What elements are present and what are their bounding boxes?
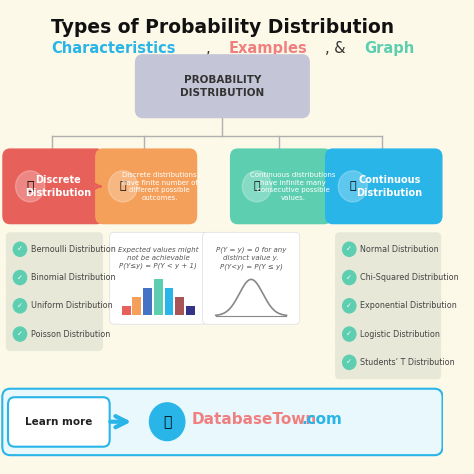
FancyBboxPatch shape (335, 289, 441, 323)
Circle shape (338, 171, 367, 202)
Text: Poisson Distribution: Poisson Distribution (30, 329, 110, 338)
FancyBboxPatch shape (8, 397, 109, 447)
Text: Discrete distributions
have finite number of
different possible
outcomes.: Discrete distributions have finite numbe… (122, 172, 198, 201)
FancyBboxPatch shape (2, 389, 443, 455)
Text: , &: , & (325, 41, 350, 56)
Circle shape (343, 242, 356, 256)
Circle shape (343, 356, 356, 369)
Text: Examples: Examples (229, 41, 308, 56)
Text: Learn more: Learn more (25, 417, 92, 427)
FancyBboxPatch shape (335, 232, 441, 266)
FancyBboxPatch shape (6, 317, 103, 351)
Text: Bernoulli Distribution: Bernoulli Distribution (30, 245, 115, 254)
Circle shape (13, 327, 27, 341)
Text: Normal Distribution: Normal Distribution (360, 245, 438, 254)
Bar (175, 297, 184, 315)
FancyBboxPatch shape (335, 317, 441, 351)
Bar (154, 279, 163, 315)
Circle shape (343, 271, 356, 284)
FancyBboxPatch shape (202, 232, 300, 324)
Text: Continuous
Distribution: Continuous Distribution (356, 175, 422, 198)
FancyBboxPatch shape (95, 148, 197, 224)
Circle shape (109, 171, 137, 202)
Text: Exponential Distribution: Exponential Distribution (360, 301, 456, 310)
Bar (186, 306, 195, 315)
Circle shape (149, 403, 185, 440)
Bar (143, 288, 152, 315)
Text: Binomial Distribution: Binomial Distribution (30, 273, 115, 282)
FancyBboxPatch shape (230, 148, 332, 224)
Circle shape (343, 299, 356, 313)
Text: ✓: ✓ (346, 246, 352, 252)
FancyBboxPatch shape (6, 261, 103, 294)
FancyBboxPatch shape (335, 346, 441, 379)
FancyBboxPatch shape (6, 232, 103, 266)
Text: DatabaseTown: DatabaseTown (191, 412, 317, 427)
Text: P(Y = y) = 0 for any
distinct value y.
P(Y<y) = P(Y ≤ y): P(Y = y) = 0 for any distinct value y. P… (216, 246, 286, 270)
Text: Types of Probability Distribution: Types of Probability Distribution (51, 18, 394, 37)
Text: Chi-Squared Distribution: Chi-Squared Distribution (360, 273, 458, 282)
Text: 🌐: 🌐 (254, 182, 260, 191)
Text: 🗄: 🗄 (163, 415, 171, 428)
Text: PROBABILITY
DISTRIBUTION: PROBABILITY DISTRIBUTION (180, 74, 264, 98)
FancyArrowPatch shape (110, 416, 127, 427)
Circle shape (242, 171, 272, 202)
FancyBboxPatch shape (2, 148, 104, 224)
Text: 💼: 💼 (119, 182, 126, 191)
Text: ✓: ✓ (346, 331, 352, 337)
Text: ⏱: ⏱ (349, 182, 356, 191)
Text: ✓: ✓ (17, 331, 23, 337)
Text: ✓: ✓ (346, 274, 352, 281)
FancyBboxPatch shape (335, 261, 441, 294)
Text: Uniform Distribution: Uniform Distribution (30, 301, 112, 310)
Text: Expected values might
not be achievable
P(Y≤y) = P(Y < y + 1): Expected values might not be achievable … (118, 246, 199, 269)
Text: Characteristics: Characteristics (51, 41, 175, 56)
Text: Discrete
Distribution: Discrete Distribution (25, 175, 91, 198)
Bar (164, 288, 173, 315)
FancyBboxPatch shape (6, 289, 103, 323)
Circle shape (343, 327, 356, 341)
Text: ✓: ✓ (17, 274, 23, 281)
Bar (132, 297, 141, 315)
Text: Students’ T Distribution: Students’ T Distribution (360, 358, 455, 367)
Text: 🎯: 🎯 (27, 180, 34, 193)
FancyBboxPatch shape (135, 54, 310, 118)
Circle shape (16, 171, 45, 202)
Text: ,: , (206, 41, 216, 56)
Text: Continuous distributions
have infinite many
consecutive possible
values.: Continuous distributions have infinite m… (250, 172, 336, 201)
FancyBboxPatch shape (109, 232, 207, 324)
Text: ✓: ✓ (346, 303, 352, 309)
Text: Logistic Distribution: Logistic Distribution (360, 329, 440, 338)
Bar (122, 306, 130, 315)
Circle shape (13, 242, 27, 256)
Circle shape (13, 299, 27, 313)
Text: Graph: Graph (364, 41, 414, 56)
Text: ✓: ✓ (17, 303, 23, 309)
Circle shape (13, 271, 27, 284)
FancyBboxPatch shape (325, 148, 443, 224)
Text: .com: .com (301, 412, 342, 427)
Text: ✓: ✓ (346, 359, 352, 365)
Text: ✓: ✓ (17, 246, 23, 252)
